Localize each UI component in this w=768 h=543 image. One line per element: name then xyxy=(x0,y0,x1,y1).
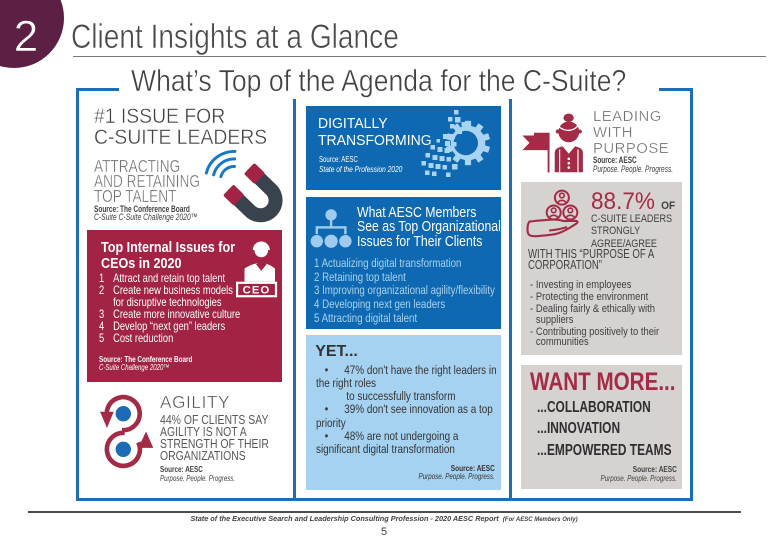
svg-text:CEO: CEO xyxy=(243,285,271,297)
